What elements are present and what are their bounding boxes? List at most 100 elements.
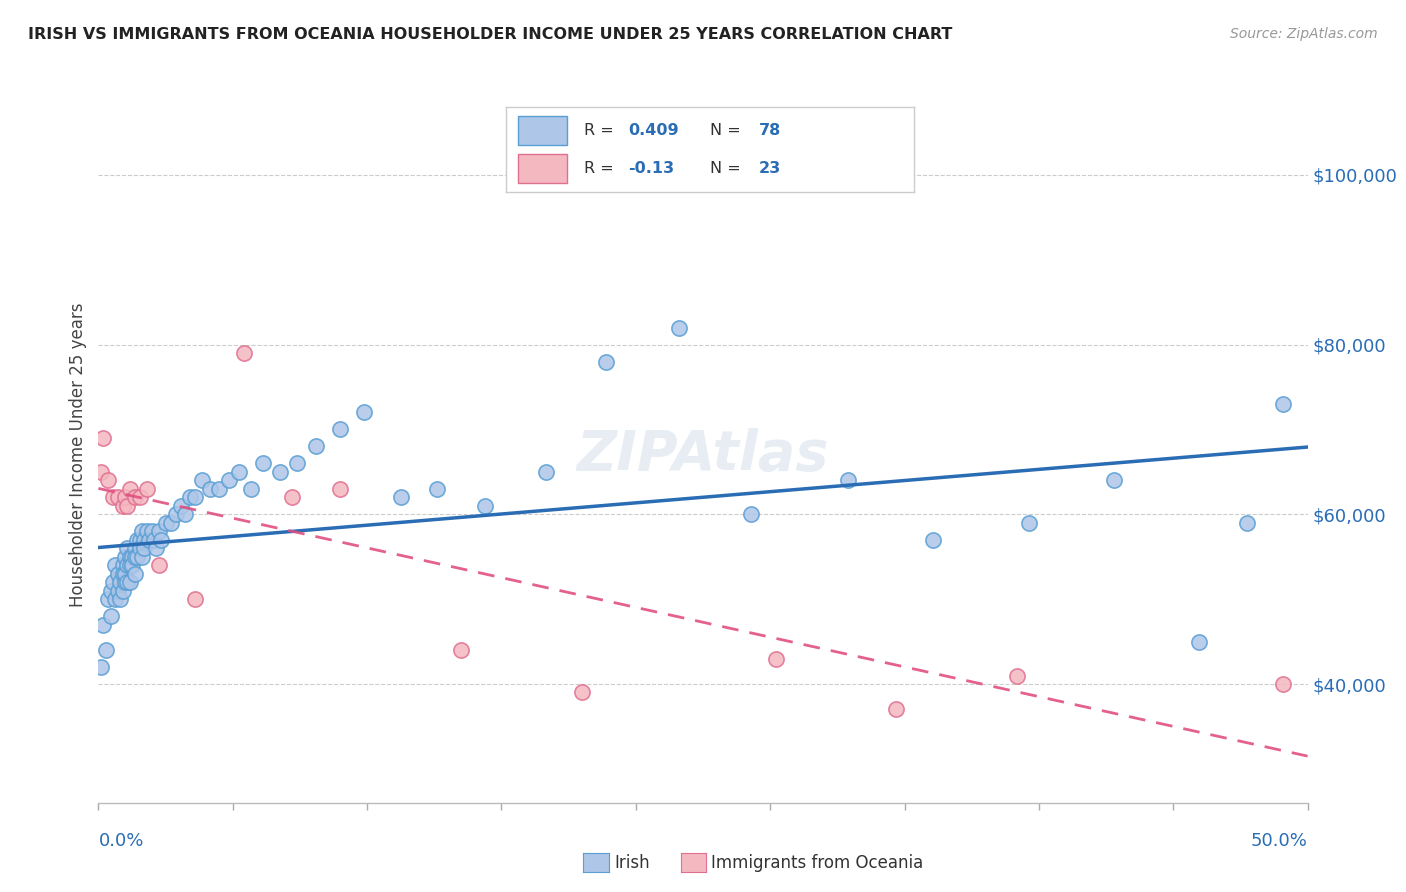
Point	[117, 575, 139, 590]
Point	[184, 592, 207, 607]
Point	[921, 533, 943, 547]
Text: Immigrants from Oceania: Immigrants from Oceania	[711, 854, 924, 871]
Point	[269, 465, 291, 479]
Point	[155, 516, 177, 530]
Text: R =: R =	[583, 161, 619, 176]
Point	[252, 457, 274, 471]
Point	[765, 651, 787, 665]
Point	[143, 533, 166, 547]
Text: ZIPAtlas: ZIPAtlas	[576, 428, 830, 482]
Point	[118, 482, 141, 496]
Point	[886, 702, 908, 716]
Point	[165, 508, 187, 522]
Text: 0.409: 0.409	[628, 123, 679, 138]
Point	[740, 508, 762, 522]
Point	[97, 474, 120, 488]
Point	[97, 592, 120, 607]
Text: 23: 23	[759, 161, 782, 176]
Y-axis label: Householder Income Under 25 years: Householder Income Under 25 years	[69, 302, 87, 607]
Point	[208, 482, 231, 496]
Point	[118, 549, 141, 564]
Point	[90, 660, 112, 674]
Point	[534, 465, 557, 479]
Point	[118, 575, 141, 590]
Text: 78: 78	[759, 123, 782, 138]
Text: IRISH VS IMMIGRANTS FROM OCEANIA HOUSEHOLDER INCOME UNDER 25 YEARS CORRELATION C: IRISH VS IMMIGRANTS FROM OCEANIA HOUSEHO…	[28, 27, 952, 42]
Point	[329, 422, 352, 436]
Point	[90, 465, 112, 479]
Point	[117, 499, 139, 513]
Text: 50.0%: 50.0%	[1251, 832, 1308, 850]
Point	[450, 643, 472, 657]
Point	[145, 541, 167, 556]
Point	[239, 482, 262, 496]
Point	[124, 491, 146, 505]
Point	[118, 558, 141, 573]
Point	[141, 524, 163, 539]
Point	[107, 566, 129, 581]
Point	[107, 491, 129, 505]
Point	[107, 583, 129, 598]
Point	[104, 592, 127, 607]
Point	[121, 558, 143, 573]
Point	[121, 549, 143, 564]
Point	[101, 575, 124, 590]
Point	[108, 575, 131, 590]
Point	[114, 491, 136, 505]
Point	[100, 609, 122, 624]
Point	[184, 491, 207, 505]
Text: Irish: Irish	[614, 854, 650, 871]
Point	[111, 583, 134, 598]
Point	[131, 549, 153, 564]
Point	[191, 474, 214, 488]
Point	[111, 566, 134, 581]
Point	[148, 558, 170, 573]
Point	[1102, 474, 1125, 488]
Point	[127, 533, 149, 547]
Point	[114, 549, 136, 564]
Point	[148, 524, 170, 539]
Point	[134, 541, 156, 556]
Point	[117, 541, 139, 556]
Text: R =: R =	[583, 123, 619, 138]
Text: 0.0%: 0.0%	[98, 832, 143, 850]
Point	[426, 482, 449, 496]
Point	[1188, 634, 1211, 648]
Point	[179, 491, 201, 505]
Point	[91, 617, 114, 632]
Point	[138, 533, 160, 547]
Point	[134, 533, 156, 547]
Point	[329, 482, 352, 496]
Text: -0.13: -0.13	[628, 161, 675, 176]
Point	[150, 533, 173, 547]
FancyBboxPatch shape	[519, 154, 567, 183]
Point	[305, 439, 328, 453]
Point	[124, 566, 146, 581]
Point	[174, 508, 197, 522]
Point	[128, 541, 150, 556]
Point	[128, 491, 150, 505]
Point	[114, 566, 136, 581]
Point	[91, 431, 114, 445]
Point	[117, 558, 139, 573]
Point	[104, 558, 127, 573]
Point	[228, 465, 250, 479]
Point	[94, 643, 117, 657]
Point	[1272, 397, 1295, 411]
Point	[232, 346, 254, 360]
Point	[281, 491, 304, 505]
Point	[1236, 516, 1258, 530]
Point	[160, 516, 183, 530]
Point	[135, 524, 157, 539]
Point	[218, 474, 240, 488]
Point	[127, 549, 149, 564]
Point	[1018, 516, 1040, 530]
Point	[1007, 668, 1029, 682]
FancyBboxPatch shape	[519, 116, 567, 145]
Point	[169, 499, 191, 513]
Point	[285, 457, 308, 471]
Text: Source: ZipAtlas.com: Source: ZipAtlas.com	[1230, 27, 1378, 41]
Point	[1272, 677, 1295, 691]
Point	[101, 491, 124, 505]
Point	[837, 474, 859, 488]
